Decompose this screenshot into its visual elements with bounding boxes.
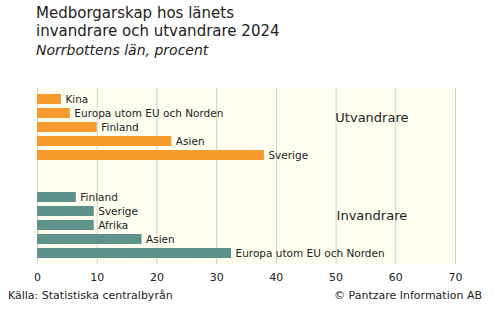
- svg-text:Asien: Asien: [146, 233, 175, 245]
- svg-text:Afrika: Afrika: [98, 219, 128, 231]
- html-text:Källa: Statistiska centralbyrå: Källa: Statistiska centralbyrån: [8, 289, 173, 302]
- svg-text:30: 30: [210, 271, 224, 284]
- html-text:© Pantzare Information AB: © Pantzare Information AB: [334, 289, 482, 302]
- html-text:Norrbottens län, procent: Norrbottens län, procent: [36, 42, 209, 58]
- svg-text:Europa utom EU och Norden: Europa utom EU och Norden: [74, 107, 223, 119]
- svg-text:20: 20: [150, 271, 164, 284]
- svg-text:Finland: Finland: [101, 121, 139, 133]
- svg-text:Utvandrare: Utvandrare: [335, 110, 408, 125]
- svg-text:0: 0: [34, 271, 41, 284]
- svg-text:Kina: Kina: [65, 93, 88, 105]
- svg-text:60: 60: [389, 271, 403, 284]
- svg-text:50: 50: [329, 271, 343, 284]
- svg-text:10: 10: [90, 271, 104, 284]
- svg-text:Sverige: Sverige: [268, 149, 308, 161]
- svg-text:70: 70: [449, 271, 463, 284]
- svg-text:40: 40: [269, 271, 283, 284]
- svg-text:Finland: Finland: [80, 191, 118, 203]
- svg-text:Asien: Asien: [176, 135, 205, 147]
- html-text:Medborgarskap hos länets invan: Medborgarskap hos länets invandrare och …: [36, 4, 280, 40]
- svg-text:Invandrare: Invandrare: [337, 208, 408, 223]
- svg-text:Sverige: Sverige: [98, 205, 138, 217]
- svg-text:Europa utom EU och Norden: Europa utom EU och Norden: [236, 247, 385, 259]
